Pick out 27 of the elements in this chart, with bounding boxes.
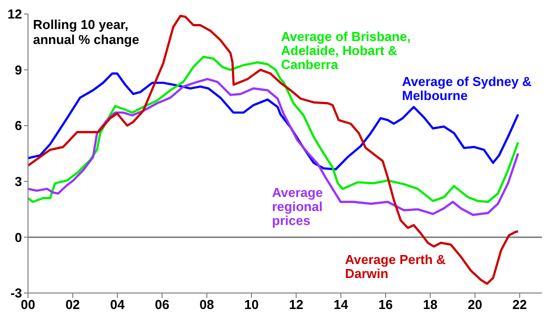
y-tick-label: 6 [14, 118, 22, 134]
x-tick-label: 12 [288, 297, 304, 312]
x-tick-label: 10 [244, 297, 259, 312]
x-tick-label: 04 [110, 297, 126, 312]
x-tick-label: 02 [65, 297, 80, 312]
x-tick-label: 22 [512, 297, 527, 312]
x-tick-label: 20 [468, 297, 482, 312]
x-tick-label: 08 [200, 297, 214, 312]
x-tick-label: 16 [378, 297, 393, 312]
series-label: Average of Sydney & Melbourne [402, 74, 532, 103]
line-series [28, 78, 520, 216]
x-tick-label: 06 [154, 297, 170, 312]
line-series [28, 72, 520, 170]
line-series [28, 14, 520, 285]
y-tick-label: 0 [14, 230, 22, 245]
series-label: Average of Brisbane, Adelaide, Hobart & Canberra [281, 29, 411, 72]
x-tick-label: 00 [20, 297, 36, 312]
x-tick-label: 14 [334, 297, 349, 312]
line-series [28, 56, 520, 203]
series-label: Average Perth & Darwin [345, 252, 446, 281]
y-tick-label: 12 [8, 6, 22, 22]
text: Rolling 10 year, annual % change [33, 17, 140, 47]
series-label: Average regional prices [272, 185, 323, 228]
y-tick-label: 3 [14, 174, 22, 190]
y-tick-label: -3 [10, 286, 22, 301]
y-tick-label: 9 [14, 62, 22, 78]
x-tick-label: 18 [423, 297, 438, 312]
